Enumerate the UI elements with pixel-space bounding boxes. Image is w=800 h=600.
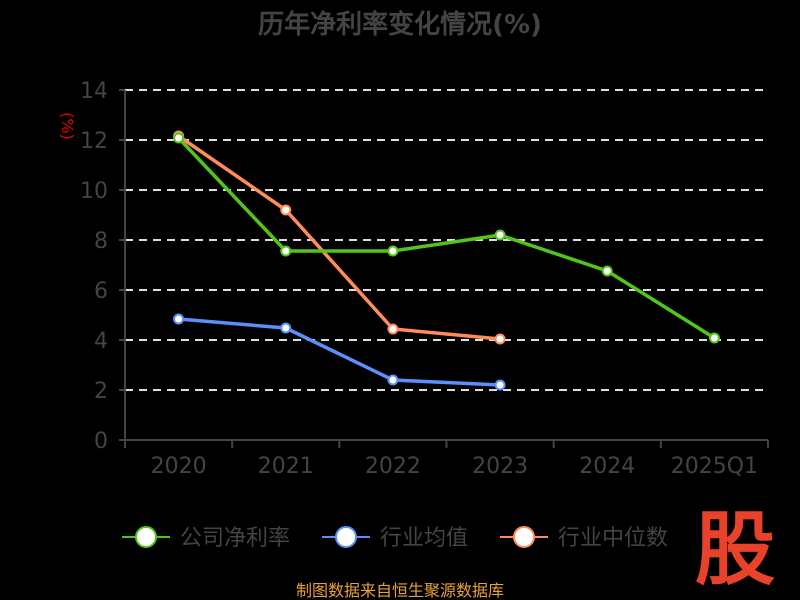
y-tick-label: 0 [94,429,108,454]
data-point [280,322,292,334]
legend-marker [513,526,535,548]
data-point [280,204,292,216]
watermark-logo: 股 [695,503,775,596]
x-tick-label: 2022 [365,454,421,479]
y-tick-label: 4 [94,329,108,354]
y-tick-label: 6 [94,279,108,304]
x-tick-label: 2021 [258,454,314,479]
x-tick-label: 2020 [151,454,207,479]
series-line-1 [178,317,501,387]
y-tick-label: 12 [80,129,108,154]
source-text: 制图数据来自恒生聚源数据库 [296,581,504,600]
data-point [494,333,506,345]
y-axis-label: (%) [58,112,77,140]
legend-label: 行业均值 [380,526,468,551]
legend-label: 公司净利率 [180,526,290,551]
y-tick-label: 14 [80,79,108,104]
data-point [601,265,613,277]
data-point [387,245,399,257]
data-point [387,323,399,335]
data-point [173,132,185,144]
chart-title: 历年净利率变化情况(%) [258,9,542,40]
data-point [173,313,185,325]
legend-marker [135,526,157,548]
legend-label: 行业中位数 [558,526,668,551]
series-line-2 [177,134,501,341]
data-point [387,374,399,386]
data-point [494,229,506,241]
y-tick-label: 10 [80,179,108,204]
y-tick-label: 2 [94,379,108,404]
series-line-0 [177,136,716,340]
x-tick-label: 2024 [579,454,635,479]
x-tick-label: 2025Q1 [671,454,758,479]
data-point [494,379,506,391]
data-point [280,245,292,257]
data-point [708,332,720,344]
legend-marker [335,526,357,548]
x-tick-label: 2023 [472,454,528,479]
y-tick-label: 8 [94,229,108,254]
